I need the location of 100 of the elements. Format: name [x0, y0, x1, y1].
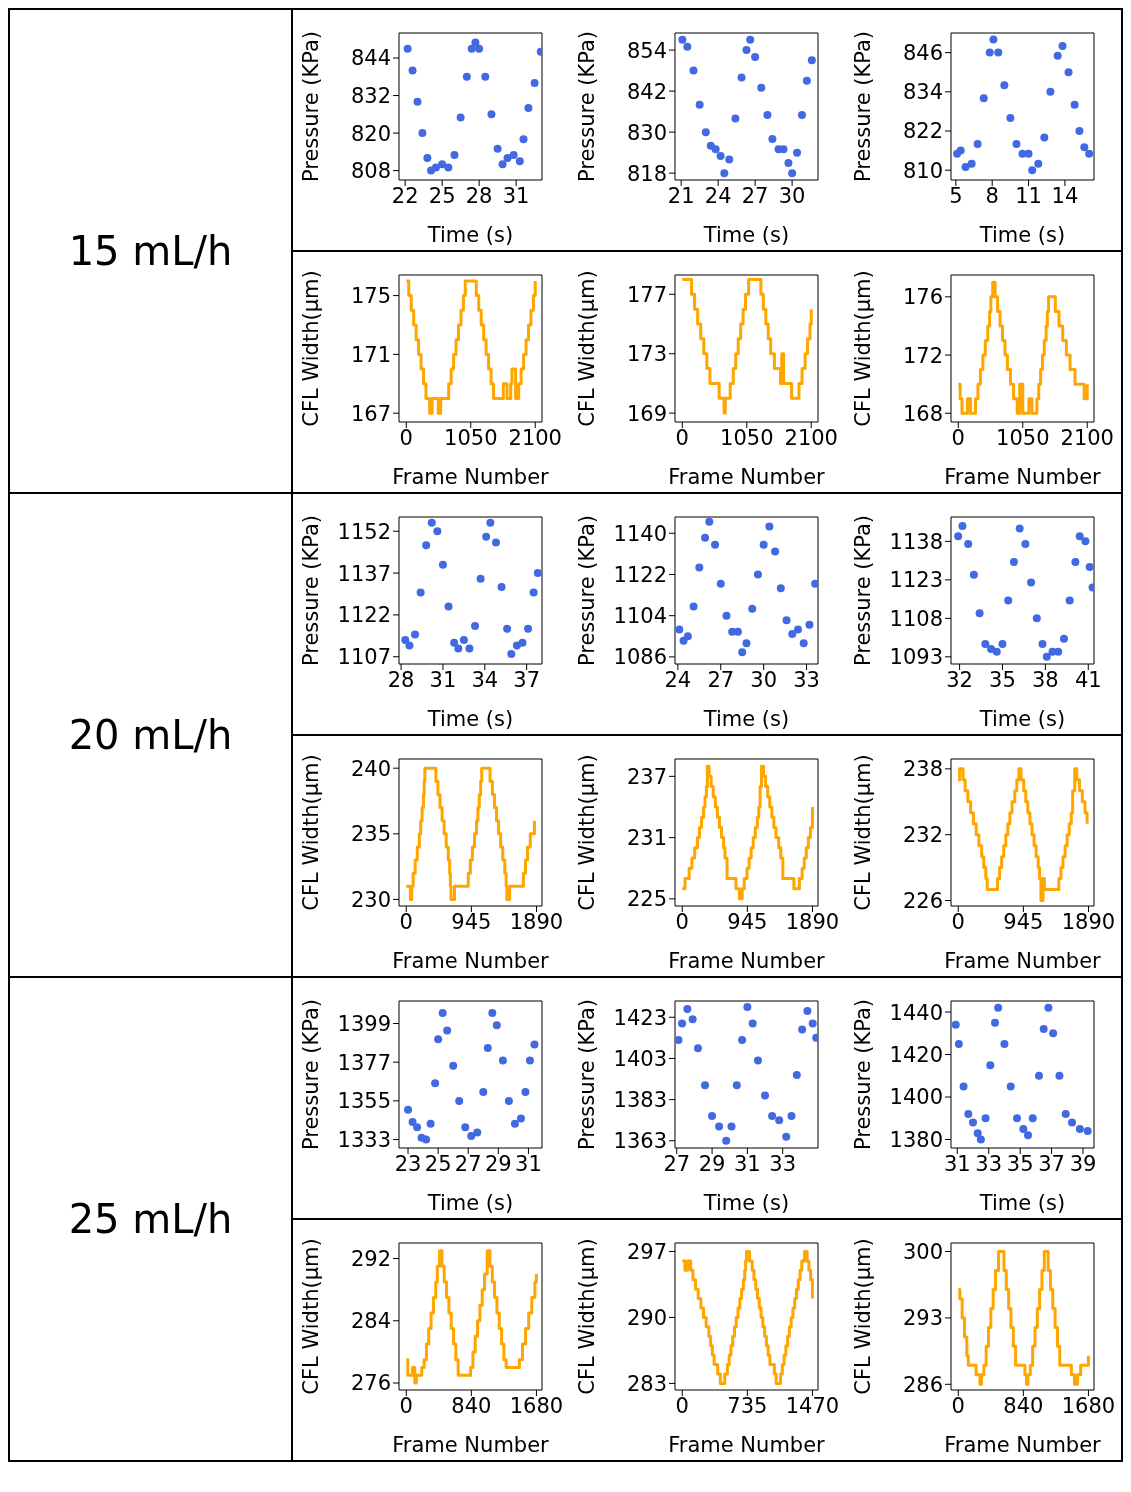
point [779, 145, 788, 154]
x-tick-label: 8 [985, 183, 999, 208]
x-tick-label: 0 [951, 909, 965, 934]
point [1032, 614, 1041, 623]
y-tick-label: 834 [902, 80, 943, 105]
point [986, 1061, 995, 1070]
y-axis-title: CFL Width(μm) [299, 754, 324, 911]
y-tick-label: 168 [902, 401, 943, 426]
point [1004, 596, 1013, 605]
point [994, 48, 1003, 57]
y-tick-label: 172 [902, 343, 943, 368]
point [471, 622, 480, 631]
point [1040, 133, 1049, 142]
point [792, 1070, 801, 1079]
point [969, 570, 978, 579]
point [491, 538, 500, 547]
point [722, 611, 731, 620]
y-tick-label: 173 [626, 342, 667, 367]
point [1039, 1025, 1048, 1034]
point [1024, 1131, 1032, 1140]
y-tick-label: 1140 [613, 521, 667, 546]
point [964, 1110, 973, 1119]
point [515, 157, 524, 166]
point [434, 1035, 443, 1044]
point [973, 140, 982, 149]
point [961, 162, 970, 171]
point [802, 76, 811, 85]
y-tick-label: 240 [350, 756, 391, 781]
point [411, 630, 420, 639]
x-tick-label: 23 [394, 1151, 422, 1176]
point [701, 1081, 710, 1090]
point [418, 129, 427, 138]
x-tick-label: 840 [451, 1393, 492, 1418]
point [486, 518, 495, 527]
point [405, 641, 414, 650]
x-tick-label: 14 [1051, 183, 1079, 208]
point [1019, 1124, 1028, 1133]
point [423, 154, 432, 163]
point [524, 104, 533, 113]
point [510, 1119, 519, 1128]
point [805, 620, 814, 629]
x-tick-label: 27 [663, 1151, 691, 1176]
point [1006, 1082, 1015, 1091]
point [416, 588, 425, 597]
point [427, 518, 436, 527]
point [1009, 557, 1018, 566]
point [504, 1096, 513, 1105]
point [954, 532, 963, 541]
point [771, 547, 780, 556]
x-tick-label: 35 [989, 667, 1016, 692]
y-tick-label: 1086 [613, 645, 667, 670]
x-axis-title: Frame Number [392, 1433, 550, 1457]
point [455, 1096, 464, 1105]
point [443, 1026, 452, 1035]
y-tick-label: 167 [350, 401, 391, 426]
x-tick-label: 1680 [509, 1393, 564, 1418]
point [793, 148, 802, 157]
point [992, 647, 1001, 656]
y-tick-label: 231 [626, 826, 667, 851]
x-tick-label: 1050 [720, 425, 774, 450]
x-tick-label: 0 [951, 425, 965, 450]
point [481, 72, 490, 81]
y-axis-title: Pressure (KPa) [299, 30, 324, 183]
point [476, 574, 485, 583]
point [482, 532, 491, 541]
point [456, 113, 465, 122]
point [807, 56, 816, 65]
x-tick-label: 38 [1032, 667, 1059, 692]
y-tick-label: 1383 [613, 1088, 667, 1113]
point [711, 145, 720, 154]
point [693, 1044, 702, 1053]
point [471, 38, 480, 47]
y-tick-label: 169 [626, 401, 667, 426]
point [798, 1025, 807, 1034]
y-tick-label: 290 [626, 1305, 667, 1330]
y-tick-label: 1377 [337, 1050, 391, 1075]
y-tick-label: 1152 [337, 519, 391, 544]
point [776, 584, 785, 593]
point [533, 569, 542, 578]
point [768, 1112, 777, 1121]
y-tick-label: 1138 [889, 529, 943, 554]
point [497, 583, 506, 592]
point [530, 1040, 539, 1049]
point [461, 1123, 470, 1132]
y-tick-label: 235 [350, 822, 391, 847]
point [1028, 1114, 1037, 1123]
x-tick-label: 27 [454, 1151, 482, 1176]
x-tick-label: 0 [675, 1393, 689, 1418]
point [1034, 159, 1043, 168]
y-tick-label: 832 [350, 84, 391, 109]
y-tick-label: 1403 [613, 1046, 667, 1071]
x-axis-title: Frame Number [392, 949, 550, 973]
x-tick-label: 0 [951, 1393, 965, 1418]
point [1071, 557, 1080, 566]
point [742, 46, 751, 55]
point [964, 539, 973, 548]
point [808, 1019, 817, 1028]
x-tick-label: 0 [675, 425, 689, 450]
point [701, 533, 710, 542]
point [521, 1088, 530, 1097]
